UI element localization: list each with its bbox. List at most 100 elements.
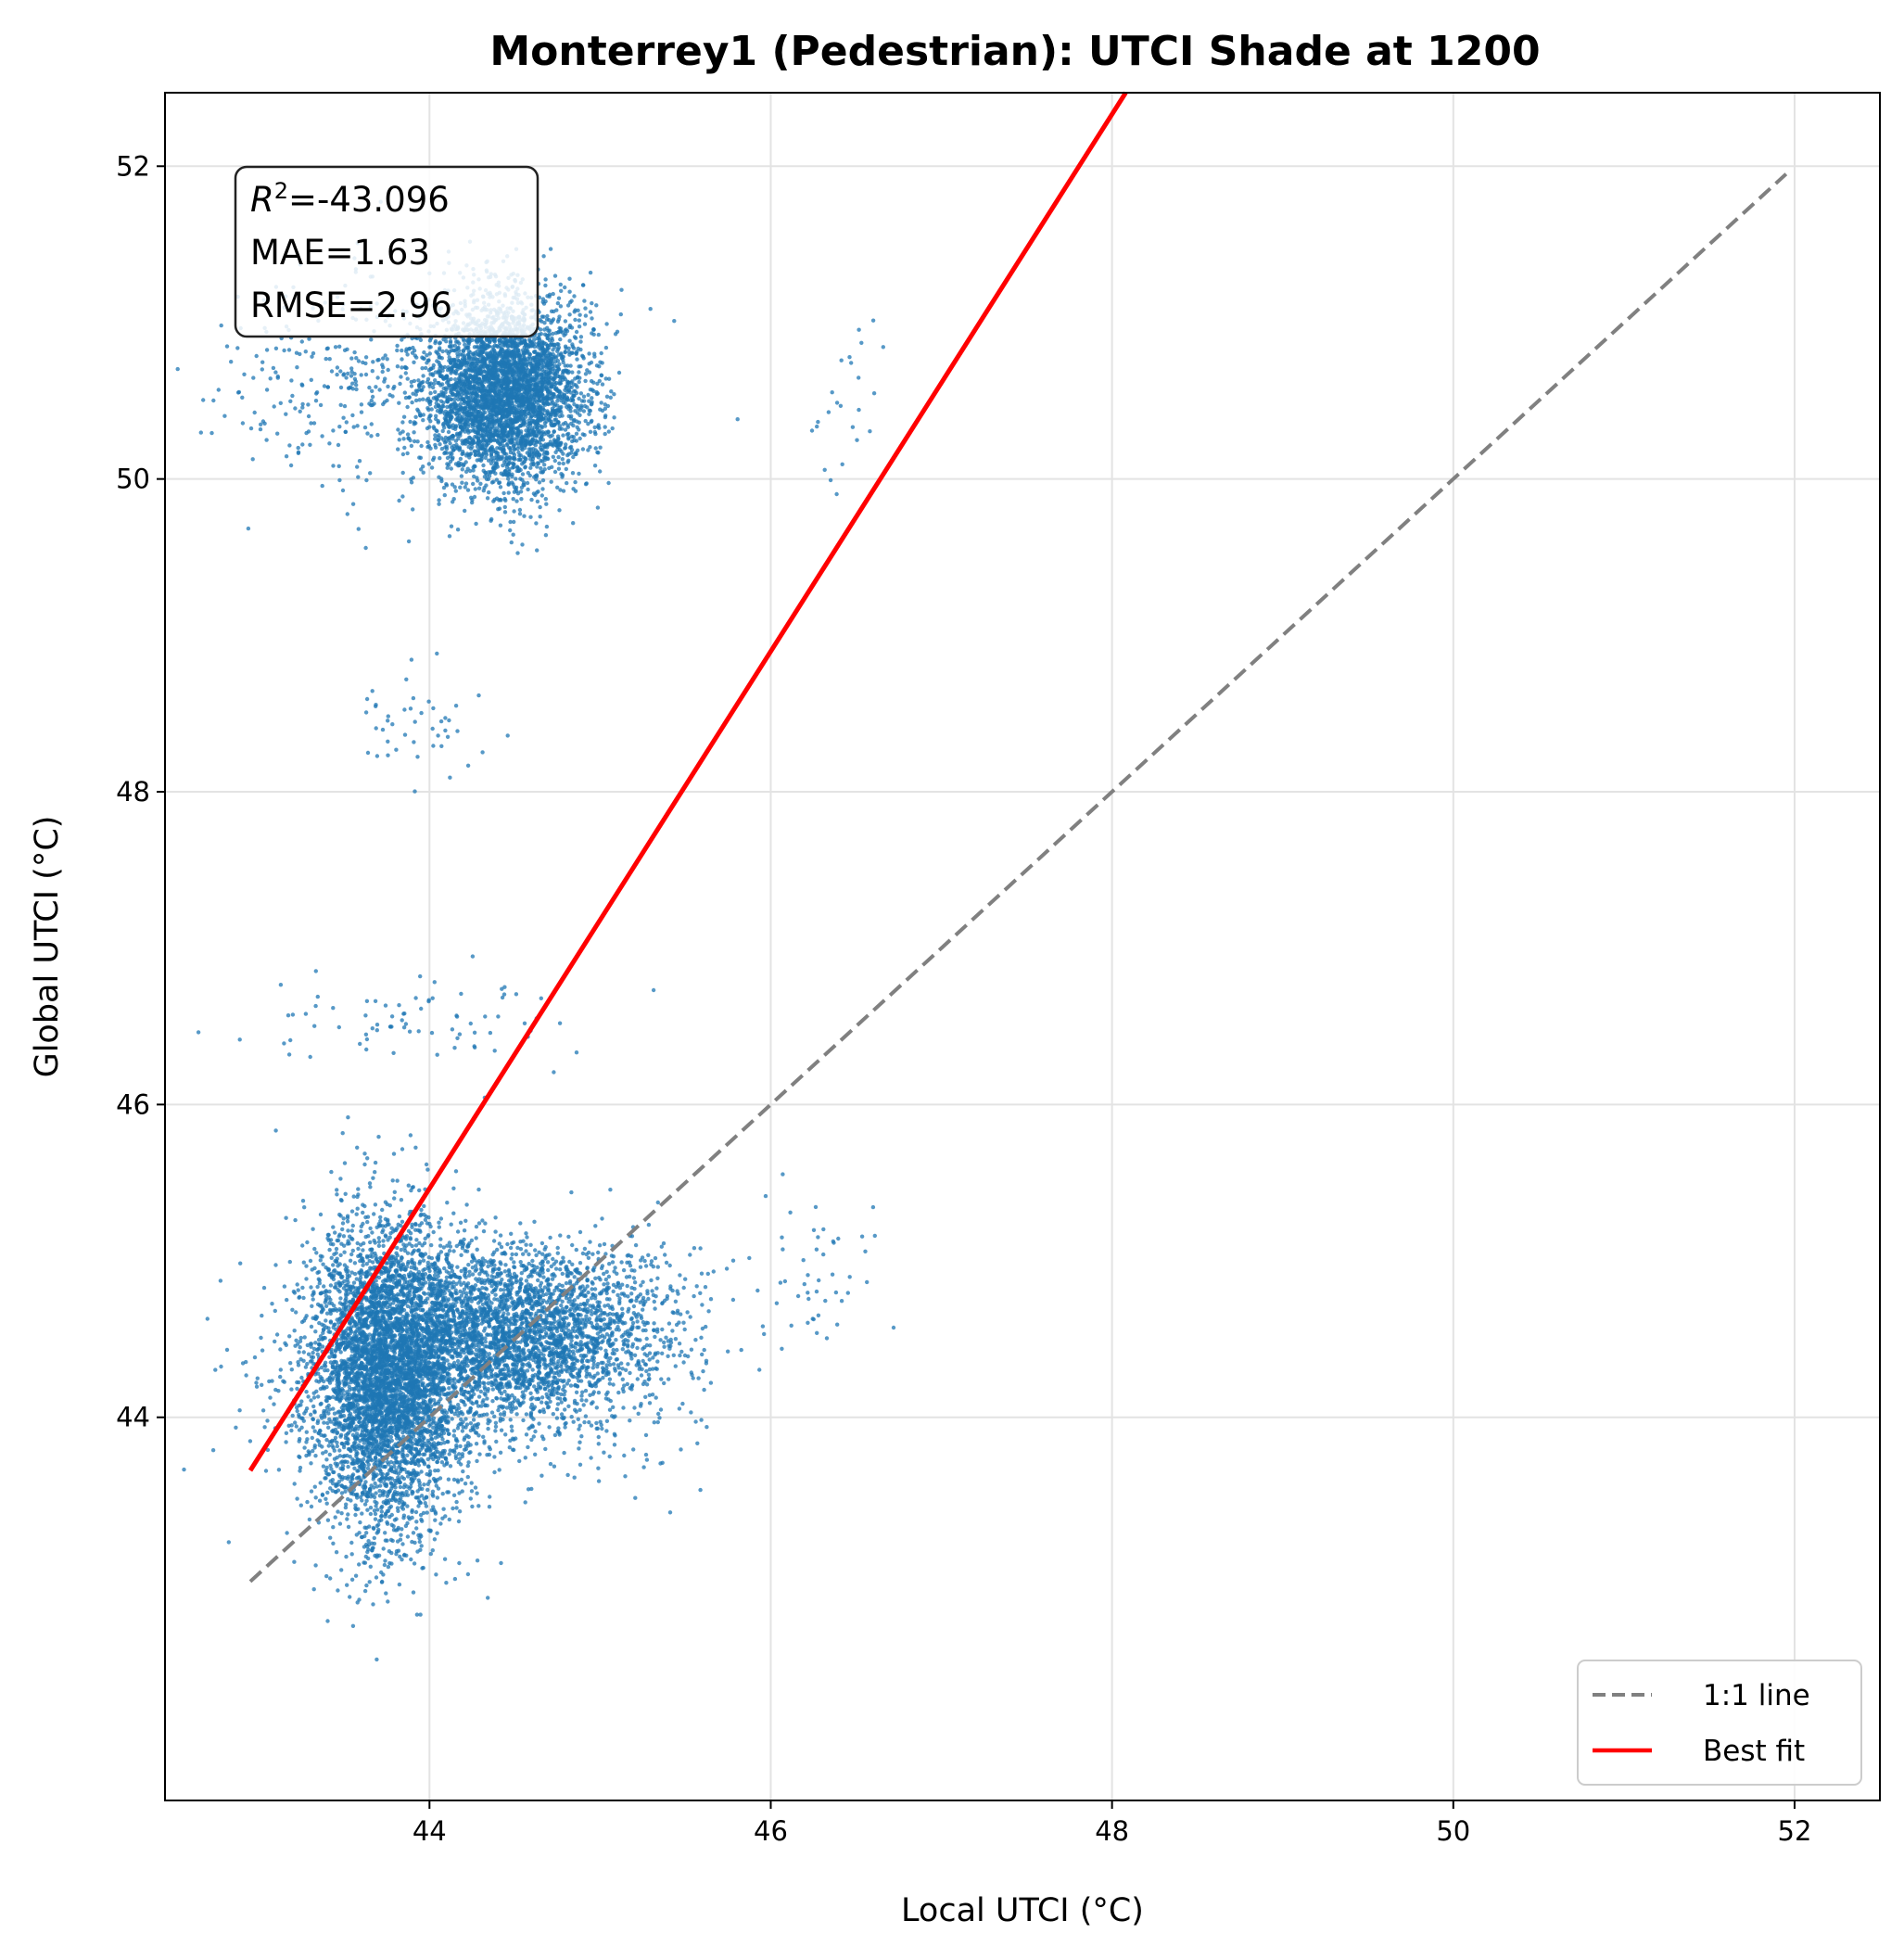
scatter-point xyxy=(374,1555,379,1559)
scatter-point xyxy=(373,1442,377,1446)
scatter-point xyxy=(435,1477,440,1482)
scatter-point xyxy=(391,1151,397,1156)
scatter-point xyxy=(320,1254,324,1259)
scatter-point xyxy=(345,1219,350,1224)
scatter-point xyxy=(331,1225,336,1229)
scatter-point xyxy=(376,1527,381,1533)
scatter-point xyxy=(412,1264,417,1268)
scatter-point xyxy=(380,1415,385,1420)
scatter-point xyxy=(296,1363,301,1367)
scatter-point xyxy=(411,1434,416,1439)
scatter-point xyxy=(389,1370,394,1376)
scatter-point xyxy=(418,1547,423,1553)
scatter-point xyxy=(350,1248,355,1253)
scatter-point xyxy=(342,1423,347,1428)
scatter-point xyxy=(333,1515,337,1520)
scatter-point xyxy=(311,1425,315,1430)
scatter-point xyxy=(437,1381,441,1386)
grid xyxy=(165,93,1880,1800)
scatter-point xyxy=(336,1234,341,1239)
scatter-point xyxy=(353,1573,359,1578)
scatter-point xyxy=(317,1443,322,1447)
scatter-point xyxy=(366,1447,371,1453)
scatter-point xyxy=(373,1296,378,1301)
scatter-point xyxy=(346,1228,350,1233)
scatter-point xyxy=(368,1185,373,1189)
scatter-point xyxy=(357,1394,362,1399)
scatter-point xyxy=(311,1417,316,1422)
scatter-point xyxy=(312,1429,317,1433)
scatter-point xyxy=(360,1511,364,1516)
scatter-point xyxy=(325,1420,330,1426)
scatter-point xyxy=(377,1494,383,1498)
scatter-point xyxy=(312,1445,317,1450)
scatter-point xyxy=(364,1270,369,1275)
scatter-point xyxy=(429,1507,434,1513)
scatter-point xyxy=(352,1388,357,1393)
scatter-point xyxy=(427,1469,433,1474)
scatter-point xyxy=(298,1403,303,1407)
scatter-point xyxy=(336,1588,340,1593)
scatter-point xyxy=(395,1245,400,1251)
scatter-point xyxy=(311,1297,315,1302)
scatter-point xyxy=(368,1407,373,1412)
scatter-point xyxy=(465,1463,470,1469)
scatter-point xyxy=(314,1389,319,1394)
scatter-point xyxy=(337,1521,343,1526)
scatter-point xyxy=(322,1284,326,1289)
scatter-point xyxy=(385,1459,390,1465)
scatter-point xyxy=(361,1210,365,1215)
scatter-point xyxy=(346,1524,351,1530)
scatter-point xyxy=(425,1482,430,1487)
scatter-point xyxy=(433,1469,438,1473)
scatter-point xyxy=(379,1570,384,1575)
scatter-point xyxy=(445,1460,450,1465)
scatter-point xyxy=(438,1237,443,1241)
scatter-point xyxy=(551,1256,555,1262)
scatter-point xyxy=(386,1261,390,1266)
scatter-point xyxy=(364,1424,369,1429)
scatter-point xyxy=(435,1459,439,1465)
scatter-point xyxy=(405,1304,411,1309)
scatter-point xyxy=(478,1389,483,1394)
scatter-point xyxy=(370,1450,375,1456)
scatter-point xyxy=(451,1433,456,1438)
scatter-point xyxy=(329,1169,334,1175)
scatter-point xyxy=(486,1426,490,1431)
scatter-point xyxy=(409,1557,413,1562)
scatter-point xyxy=(377,1462,382,1467)
scatter-point xyxy=(437,1220,441,1225)
scatter-point xyxy=(362,1162,367,1167)
scatter-point xyxy=(432,1537,438,1542)
scatter-point xyxy=(396,1449,400,1454)
scatter-point xyxy=(323,1367,327,1373)
scatter-point xyxy=(357,1416,362,1420)
scatter-point xyxy=(397,1480,402,1485)
scatter-point xyxy=(381,1546,386,1551)
scatter-point xyxy=(317,1498,323,1503)
scatter-point xyxy=(358,1520,362,1525)
scatter-point xyxy=(318,1481,323,1485)
scatter-point xyxy=(396,1508,400,1514)
scatter-point xyxy=(319,1310,324,1315)
scatter-point xyxy=(458,1444,463,1449)
scatter-point xyxy=(388,1420,394,1426)
scatter-point xyxy=(441,1308,446,1313)
scatter-point xyxy=(446,1490,451,1495)
scatter-point xyxy=(423,1501,427,1506)
scatter-point xyxy=(312,1246,317,1252)
scatter-point xyxy=(362,1203,367,1209)
scatter-point xyxy=(331,1263,336,1267)
scatter-point xyxy=(328,1576,333,1581)
scatter-point xyxy=(302,1445,307,1450)
scatter-point xyxy=(387,1498,392,1503)
scatter-point xyxy=(314,1379,319,1383)
scatter-point xyxy=(309,1344,313,1349)
scatter-point xyxy=(635,1377,640,1381)
scatter-point xyxy=(411,1531,416,1535)
scatter-point xyxy=(336,1424,341,1430)
scatter-point xyxy=(392,1478,398,1483)
scatter-point xyxy=(451,1429,457,1433)
scatter-point xyxy=(324,1449,328,1455)
scatter-point xyxy=(361,1248,365,1253)
